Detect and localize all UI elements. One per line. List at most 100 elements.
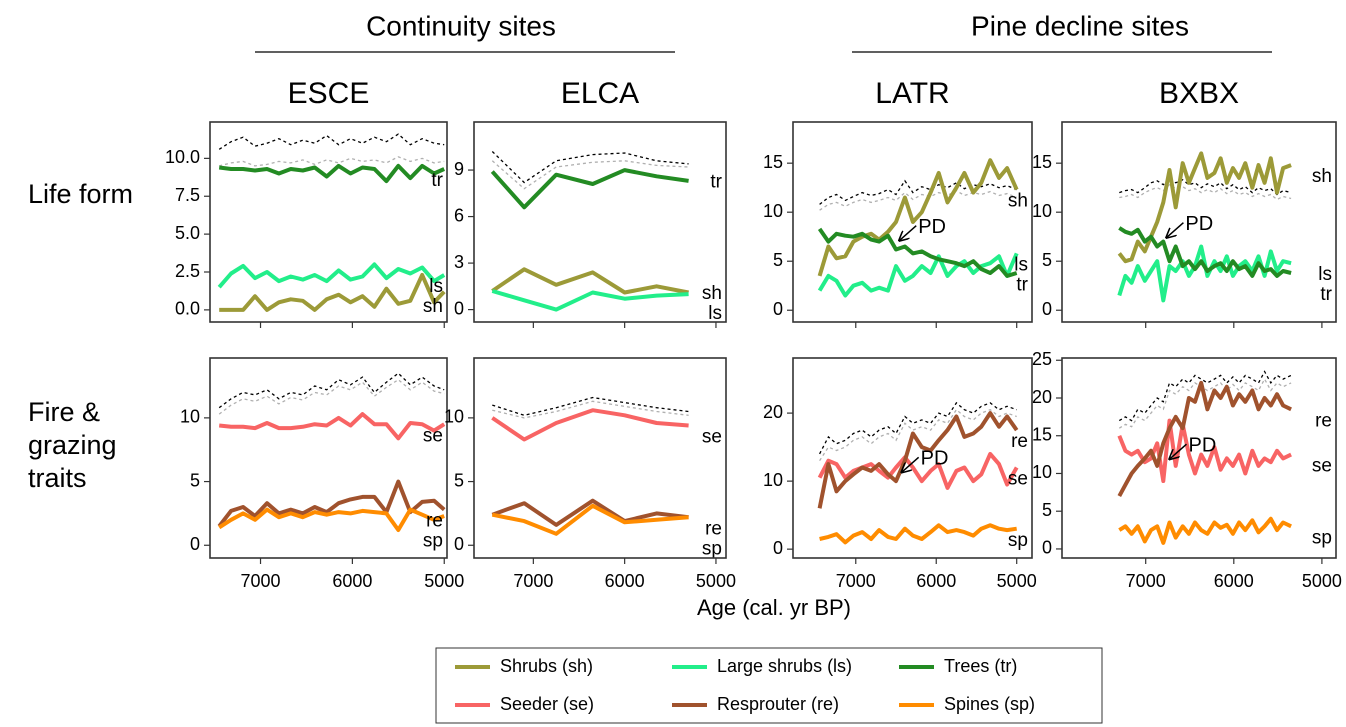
y-tick-label: 25 [1032, 349, 1052, 369]
end-label: sp [1312, 527, 1332, 548]
panel-title: ELCA [561, 77, 639, 110]
series-line [1117, 418, 1292, 483]
end-label: re [705, 518, 722, 539]
reference-line [1118, 377, 1292, 429]
y-tick-label: 3 [454, 252, 464, 272]
y-tick-label: 10 [1032, 201, 1052, 221]
legend-label: Seeder (se) [500, 694, 594, 714]
y-tick-label: 0 [190, 534, 200, 554]
y-tick-label: 6 [454, 205, 464, 225]
reference-line [819, 179, 1017, 205]
end-label: se [702, 427, 722, 448]
legend-label: Shrubs (sh) [500, 656, 593, 676]
y-tick-label: 0 [1042, 299, 1052, 319]
series-line [491, 408, 689, 442]
end-label: tr [710, 171, 722, 192]
series-line [1118, 226, 1292, 278]
end-label: se [1008, 469, 1028, 490]
series-line [490, 168, 689, 210]
series-line [491, 503, 689, 536]
y-tick-label: 15 [763, 152, 783, 172]
series-line [491, 498, 689, 527]
reference-line [491, 160, 689, 190]
x-tick-label: 5000 [696, 571, 736, 591]
panel-title: ESCE [288, 77, 370, 110]
x-tick-label: 6000 [605, 571, 645, 591]
y-tick-label: 10 [763, 201, 783, 221]
x-tick-label: 5000 [424, 571, 464, 591]
y-tick-label: 0.0 [175, 299, 200, 319]
annotation-label: PD [1188, 434, 1216, 456]
annotation-arrow [1166, 222, 1184, 238]
y-tick-label: 5 [1042, 500, 1052, 520]
group-header: Pine decline sites [971, 10, 1189, 41]
legend-box [435, 647, 1103, 724]
series-line [218, 507, 445, 532]
y-tick-label: 10 [180, 407, 200, 427]
y-tick-label: 10 [1032, 462, 1052, 482]
y-tick-label: 5.0 [175, 223, 200, 243]
x-tick-label: 7000 [240, 571, 280, 591]
panel-frame [473, 357, 727, 559]
end-label: ls [429, 276, 443, 297]
series-line [218, 412, 446, 441]
y-tick-label: 10.0 [165, 147, 200, 167]
reference-line [1119, 177, 1292, 196]
end-label: ls [708, 303, 722, 324]
x-tick-label: 6000 [1214, 571, 1254, 591]
annotation-arrow [1169, 443, 1187, 459]
x-tick-label: 7000 [513, 571, 553, 591]
series-line [817, 252, 1019, 298]
x-tick-label: 5000 [997, 571, 1037, 591]
series-line [817, 227, 1018, 278]
reference-line [491, 151, 689, 184]
reference-line [218, 378, 445, 415]
series-line [217, 262, 446, 289]
y-tick-label: 20 [1032, 387, 1052, 407]
x-axis-label: Age (cal. yr BP) [697, 595, 851, 620]
series-line [219, 273, 446, 312]
y-tick-label: 20 [763, 402, 783, 422]
group-header: Continuity sites [366, 10, 556, 41]
x-tick-label: 5000 [1302, 571, 1342, 591]
annotation-label: PD [918, 216, 946, 238]
series-line [1118, 516, 1292, 545]
y-tick-label: 2.5 [175, 261, 200, 281]
y-tick-label: 0 [454, 298, 464, 318]
reference-line [1119, 183, 1292, 201]
end-label: sh [1312, 166, 1332, 187]
end-label: se [1312, 456, 1332, 477]
row-label: Life form [28, 179, 134, 209]
y-tick-label: 5 [773, 250, 783, 270]
end-label: sh [702, 283, 722, 304]
annotation-arrow [902, 456, 920, 472]
y-tick-label: 0 [1042, 538, 1052, 558]
end-label: tr [1320, 284, 1332, 305]
legend-label: Large shrubs (ls) [717, 656, 852, 676]
series-line [817, 411, 1019, 509]
reference-line [492, 400, 689, 419]
y-tick-label: 0 [773, 299, 783, 319]
y-tick-label: 0 [773, 538, 783, 558]
panel-frame [209, 121, 448, 323]
end-label: re [1315, 410, 1332, 431]
end-label: se [423, 425, 443, 446]
end-label: ls [1014, 254, 1028, 275]
legend-label: Trees (tr) [944, 656, 1017, 676]
panel-frame [792, 357, 1033, 559]
y-tick-label: 15 [1032, 152, 1052, 172]
y-tick-label: 5 [190, 470, 200, 490]
legend-label: Spines (sp) [944, 694, 1035, 714]
series-line [218, 163, 446, 184]
reference-line [218, 133, 445, 150]
annotation-label: PD [1185, 213, 1213, 235]
series-line [1117, 380, 1292, 498]
series-line [1117, 151, 1292, 264]
y-tick-label: 0 [454, 534, 464, 554]
reference-line [819, 189, 1017, 211]
y-tick-label: 10 [763, 470, 783, 490]
x-tick-label: 6000 [332, 571, 372, 591]
reference-line [819, 408, 1017, 462]
x-tick-label: 6000 [916, 571, 956, 591]
reference-line [492, 396, 689, 416]
